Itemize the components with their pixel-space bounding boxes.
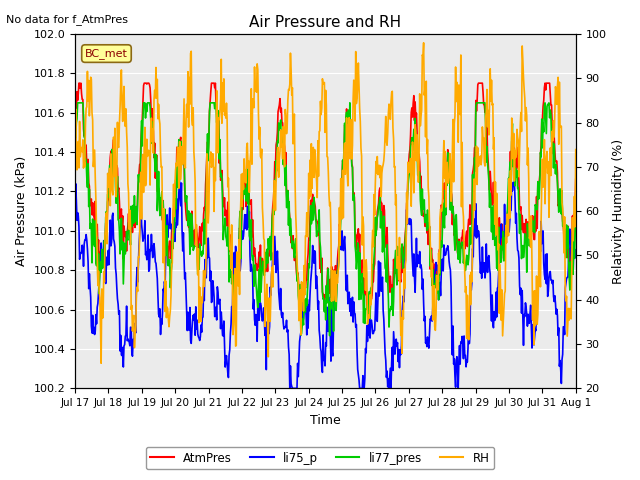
li75_p [71,209,79,215]
li77_pres [406,163,413,168]
Line: li77_pres: li77_pres [75,103,576,336]
li77_pres [223,237,230,242]
li75_p [266,284,274,290]
AtmPres [223,213,230,218]
Y-axis label: Air Pressure (kPa): Air Pressure (kPa) [15,156,28,266]
li75_p [175,179,183,184]
AtmPres [266,240,274,245]
li77_pres [572,199,580,204]
li77_pres [74,100,81,106]
AtmPres [378,200,386,206]
Text: No data for f_AtmPres: No data for f_AtmPres [6,14,129,25]
AtmPres [572,176,580,182]
RH [405,168,413,173]
li77_pres [378,214,386,219]
AtmPres [406,146,413,152]
RH [223,100,230,106]
Title: Air Pressure and RH: Air Pressure and RH [250,15,401,30]
AtmPres [71,133,79,139]
RH [97,360,105,366]
li77_pres [131,193,138,199]
li75_p [130,345,138,350]
RH [131,345,138,350]
RH [71,140,79,146]
li75_p [223,353,230,359]
AtmPres [75,80,83,86]
RH [266,318,274,324]
AtmPres [298,312,305,318]
AtmPres [248,197,255,203]
li75_p [248,262,255,267]
Line: AtmPres: AtmPres [75,83,576,315]
AtmPres [131,211,138,217]
Line: li75_p: li75_p [75,181,576,388]
Y-axis label: Relativity Humidity (%): Relativity Humidity (%) [612,139,625,284]
li75_p [406,222,413,228]
X-axis label: Time: Time [310,414,340,427]
RH [572,147,580,153]
Line: RH: RH [75,43,576,363]
Legend: AtmPres, li75_p, li77_pres, RH: AtmPres, li75_p, li77_pres, RH [146,447,494,469]
li77_pres [326,333,333,338]
RH [248,86,255,92]
RH [420,40,428,46]
li75_p [378,280,386,286]
li77_pres [248,217,255,223]
li75_p [286,385,294,391]
li77_pres [266,234,274,240]
li77_pres [71,133,79,139]
Text: BC_met: BC_met [85,48,128,59]
RH [378,194,385,200]
li75_p [572,255,580,261]
